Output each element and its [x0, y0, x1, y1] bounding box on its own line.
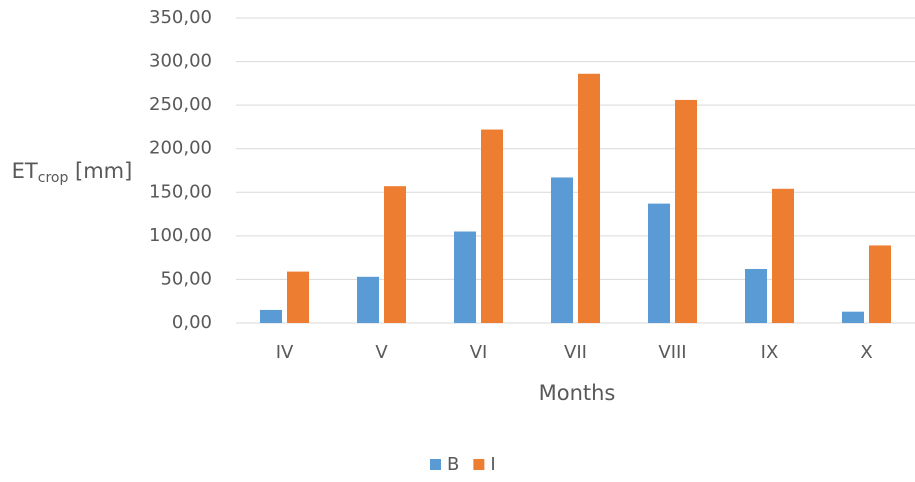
y-tick-label: 300,00 [149, 51, 212, 72]
y-tick-label: 0,00 [172, 312, 212, 333]
y-axis-title: ETcrop [mm] [12, 159, 133, 186]
y-tick-label: 100,00 [149, 225, 212, 246]
legend-label: B [447, 454, 459, 475]
bar [551, 177, 573, 323]
bar [578, 73, 600, 324]
x-axis-title: Months [539, 381, 616, 405]
bar [869, 245, 891, 323]
y-tick-label: 200,00 [149, 138, 212, 159]
legend-swatch [473, 459, 485, 470]
bar [842, 311, 864, 323]
legend-swatch [430, 459, 441, 470]
bar [260, 309, 282, 323]
x-tick-label: IX [761, 342, 779, 363]
y-axis-title-suffix: [mm] [68, 159, 132, 183]
x-tick-label: VI [470, 342, 488, 363]
bar [287, 271, 309, 323]
bar [384, 186, 406, 323]
bar [648, 203, 670, 323]
x-tick-label: VII [564, 342, 587, 363]
bar [357, 276, 379, 323]
x-tick-label: X [860, 342, 872, 363]
y-tick-label: 50,00 [160, 268, 212, 289]
y-tick-label: 350,00 [149, 7, 212, 28]
bar [675, 99, 697, 324]
x-tick-label: VIII [658, 342, 686, 363]
y-tick-label: 150,00 [149, 181, 212, 202]
bar [772, 188, 794, 323]
x-tick-label: V [375, 342, 388, 363]
y-tick-label: 250,00 [149, 94, 212, 115]
bar [481, 129, 503, 323]
bar [454, 231, 476, 323]
legend-label: I [490, 454, 495, 475]
bar [745, 268, 767, 323]
y-axis-title-base: ET [12, 159, 38, 183]
x-tick-label: IV [276, 342, 294, 363]
y-axis-title-subscript: crop [38, 170, 69, 186]
